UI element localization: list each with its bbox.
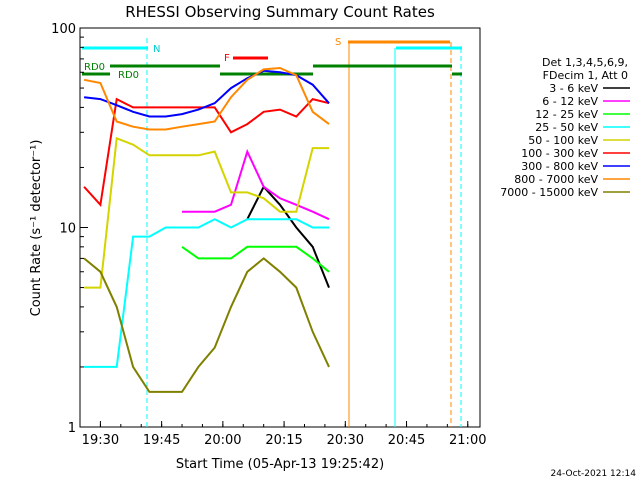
legend-label: 7000 - 15000 keV [500,186,598,199]
y-tick-label: 10 [59,222,76,237]
y-axis-label: Count Rate (s⁻¹ detector⁻¹) [29,140,44,317]
instrument-flag-bars: RD0 RD0 N F S [82,37,462,427]
x-tick-label: 21:00 [449,433,486,448]
series-layer [83,66,330,393]
legend-label: 25 - 50 keV [535,121,598,134]
flag-label: RD0 [118,70,139,81]
x-axis-ticks: 19:30 19:45 20:00 20:15 20:30 20:45 21:00 [79,421,486,448]
series-line-6-12-kev [182,148,330,221]
legend-label: 12 - 25 keV [535,108,598,121]
plot-frame [79,27,481,428]
series-line-12-25-kev [181,245,330,273]
y-tick-label: 1 [68,421,76,436]
legend-label: 50 - 100 keV [528,134,598,147]
legend-label: 800 - 7000 keV [514,173,598,186]
series-line-50-100-kev [84,136,329,289]
x-tick-label: 19:30 [82,433,119,448]
series-line-25-50-kev [84,218,329,368]
legend-label: 100 - 300 keV [521,147,598,160]
legend-label: 300 - 800 keV [521,160,598,173]
flag-label: F [224,53,230,64]
render-timestamp: 24-Oct-2021 12:14 [551,469,637,479]
legend-header: FDecim 1, Att 0 [543,69,628,82]
flag-label: RD0 [84,62,105,73]
chart-title: RHESSI Observing Summary Count Rates [125,3,435,21]
x-tick-label: 20:00 [204,433,241,448]
series-line-300-800-kev [83,69,330,118]
x-tick-label: 20:45 [388,433,425,448]
x-axis-label: Start Time (05-Apr-13 19:25:42) [176,457,384,472]
y-tick-label: 100 [51,22,76,37]
x-tick-label: 19:45 [143,433,180,448]
legend-label: 6 - 12 keV [542,95,598,108]
series-line-7000-15000-kev [83,257,330,393]
series-line-3-6-kev [246,185,330,288]
legend-header: Det 1,3,4,5,6,9, [542,56,628,69]
series-line-800-7000-kev [83,66,330,131]
x-tick-label: 20:15 [265,433,302,448]
series-line-100-300-kev [83,97,330,208]
legend-label: 3 - 6 keV [549,82,598,95]
y-axis-ticks: 1 10 100 [51,22,88,436]
flag-label: S [335,37,341,48]
flag-label: N [153,44,160,55]
x-tick-label: 20:30 [327,433,364,448]
plot-area [79,27,481,428]
legend: Det 1,3,4,5,6,9,FDecim 1, Att 03 - 6 keV… [500,56,630,199]
